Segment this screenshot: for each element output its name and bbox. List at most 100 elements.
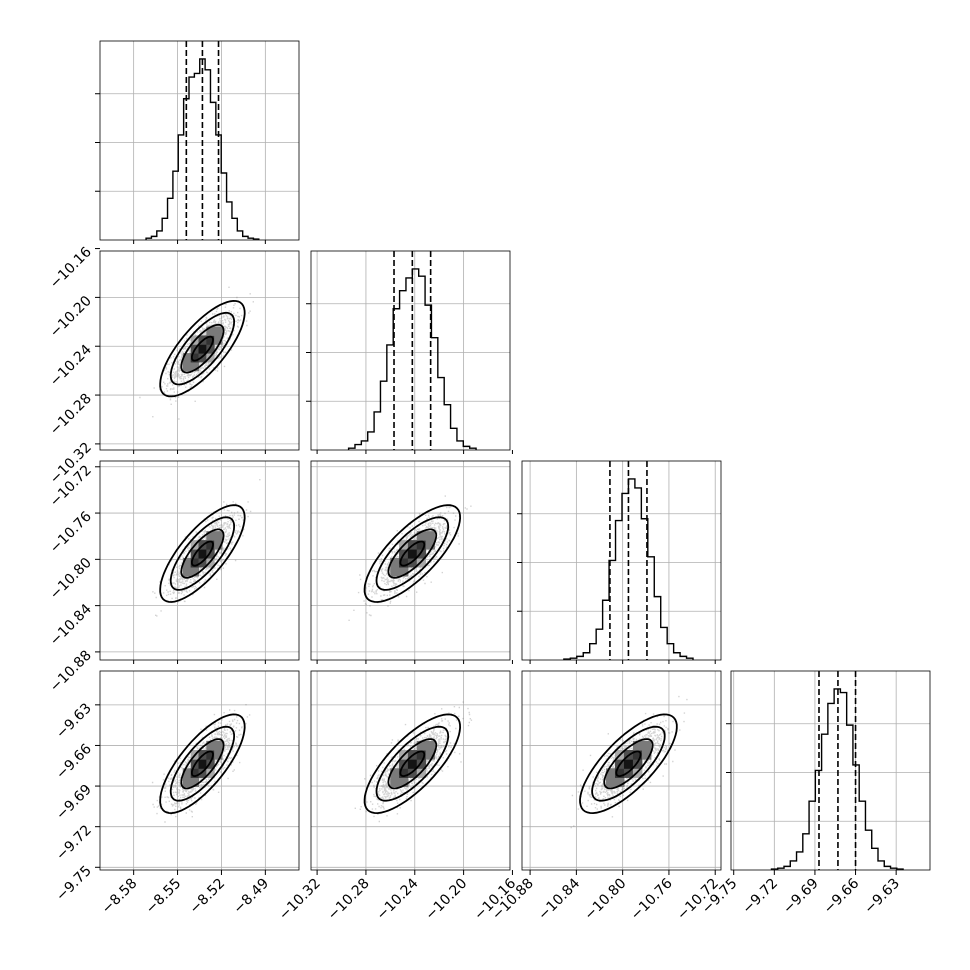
density-cell <box>623 768 634 778</box>
x-tick-label-p2: −10.76 <box>628 875 676 923</box>
y-tick-label-p3: −9.75 <box>53 863 95 905</box>
density-cell <box>416 750 427 760</box>
density-cell <box>416 549 427 559</box>
density-cell <box>206 740 215 751</box>
density-cell <box>399 567 409 577</box>
density-cell <box>416 759 427 769</box>
histogram-panel-3 <box>726 670 931 871</box>
density-cell <box>606 768 616 778</box>
contour-level-0 <box>615 750 642 778</box>
x-tick-label-p0: −8.58 <box>99 876 141 918</box>
contour-level-1 <box>387 738 438 790</box>
density-cell <box>425 750 435 760</box>
density-cell <box>606 777 616 788</box>
density-cell <box>182 567 192 577</box>
histogram-panel-1 <box>306 250 511 451</box>
x-tick-label-p0: −8.55 <box>143 876 185 918</box>
contour-level-0 <box>399 750 426 778</box>
density-cell <box>632 750 643 760</box>
y-tick-label-p1: −10.28 <box>47 391 95 439</box>
density-cell <box>206 344 215 354</box>
y-tick-label-p2: −10.84 <box>47 601 95 649</box>
density-cell <box>198 759 207 769</box>
density-cell <box>182 353 192 363</box>
x-tick-label-p0: −8.52 <box>187 876 229 918</box>
contour-level-0 <box>399 540 426 567</box>
scatter-panel-3-2 <box>521 670 722 871</box>
contour-level-3 <box>579 713 678 815</box>
density-cell <box>198 768 207 778</box>
y-tick-label-p1: −10.16 <box>47 244 95 292</box>
histogram-panel-2 <box>517 460 722 661</box>
panel-frame <box>99 40 300 241</box>
density-cell <box>206 326 215 336</box>
density-cell <box>425 540 435 550</box>
density-cell <box>632 740 643 751</box>
contour-level-0 <box>191 540 214 567</box>
x-tick-label-p1: −10.24 <box>374 875 422 923</box>
panel-frame <box>99 250 300 451</box>
panel-frame <box>521 460 722 661</box>
density-cell <box>214 531 223 541</box>
y-tick-label-p1: −10.24 <box>47 342 95 390</box>
density-cell <box>206 750 215 760</box>
density-cell <box>614 768 625 778</box>
density-cell <box>206 531 215 541</box>
density-cell <box>214 740 223 751</box>
density-cell <box>198 558 207 568</box>
density-cell <box>206 759 215 769</box>
density-cell <box>416 558 427 568</box>
x-tick-label-p3: −9.66 <box>821 875 863 917</box>
y-tick-label-p1: −10.20 <box>47 293 95 341</box>
x-tick-label-p0: −8.49 <box>231 876 273 918</box>
density-cell <box>206 540 215 550</box>
contour-level-3 <box>159 713 246 815</box>
density-cell <box>407 549 418 559</box>
x-tick-label-p1: −10.28 <box>325 876 373 924</box>
density-cell <box>641 740 652 751</box>
scatter-panel-2-1 <box>310 460 511 661</box>
scatter-panel-1-0 <box>99 250 300 451</box>
panel-content <box>348 495 472 621</box>
density-cell <box>641 750 652 760</box>
scatter-panel-3-1 <box>310 670 511 871</box>
density-cell <box>632 768 643 778</box>
density-cell <box>399 777 409 788</box>
y-tick-label-p3: −9.69 <box>53 782 95 824</box>
panel-frame <box>99 670 300 871</box>
density-cell <box>425 531 435 541</box>
contour-level-3 <box>159 299 246 398</box>
histogram-panel-0 <box>95 40 300 241</box>
density-cell <box>614 777 625 788</box>
density-cell <box>214 540 223 550</box>
y-tick-label-p2: −10.76 <box>47 509 95 557</box>
density-cell <box>190 777 200 788</box>
density-cell <box>632 759 643 769</box>
x-tick-label-p2: −10.80 <box>582 876 630 924</box>
contour-level-1 <box>180 528 225 579</box>
density-cell <box>182 361 192 372</box>
density-cell <box>390 567 400 577</box>
y-tick-label-p3: −9.63 <box>53 700 95 742</box>
density-cell <box>182 558 192 568</box>
scatter-panel-2-0 <box>99 460 300 661</box>
density-cell <box>425 740 435 751</box>
histogram-step-3 <box>770 688 904 870</box>
contour-level-2 <box>375 516 450 591</box>
density-cell <box>214 750 223 760</box>
panel-frame <box>730 670 931 871</box>
density-cell <box>190 353 200 363</box>
panel-frame <box>99 460 300 661</box>
contour-level-2 <box>375 725 450 802</box>
contour-level-0 <box>191 750 214 778</box>
contour-level-2 <box>169 725 235 802</box>
density-cell <box>198 344 207 354</box>
histogram-step-0 <box>145 58 260 240</box>
x-tick-label-p2: −10.84 <box>535 875 583 923</box>
panel-frame <box>310 250 511 451</box>
y-tick-label-p3: −9.72 <box>53 822 95 864</box>
density-cell <box>190 768 200 778</box>
panel-frame <box>521 670 722 871</box>
y-tick-label-p2: −10.80 <box>47 555 95 603</box>
